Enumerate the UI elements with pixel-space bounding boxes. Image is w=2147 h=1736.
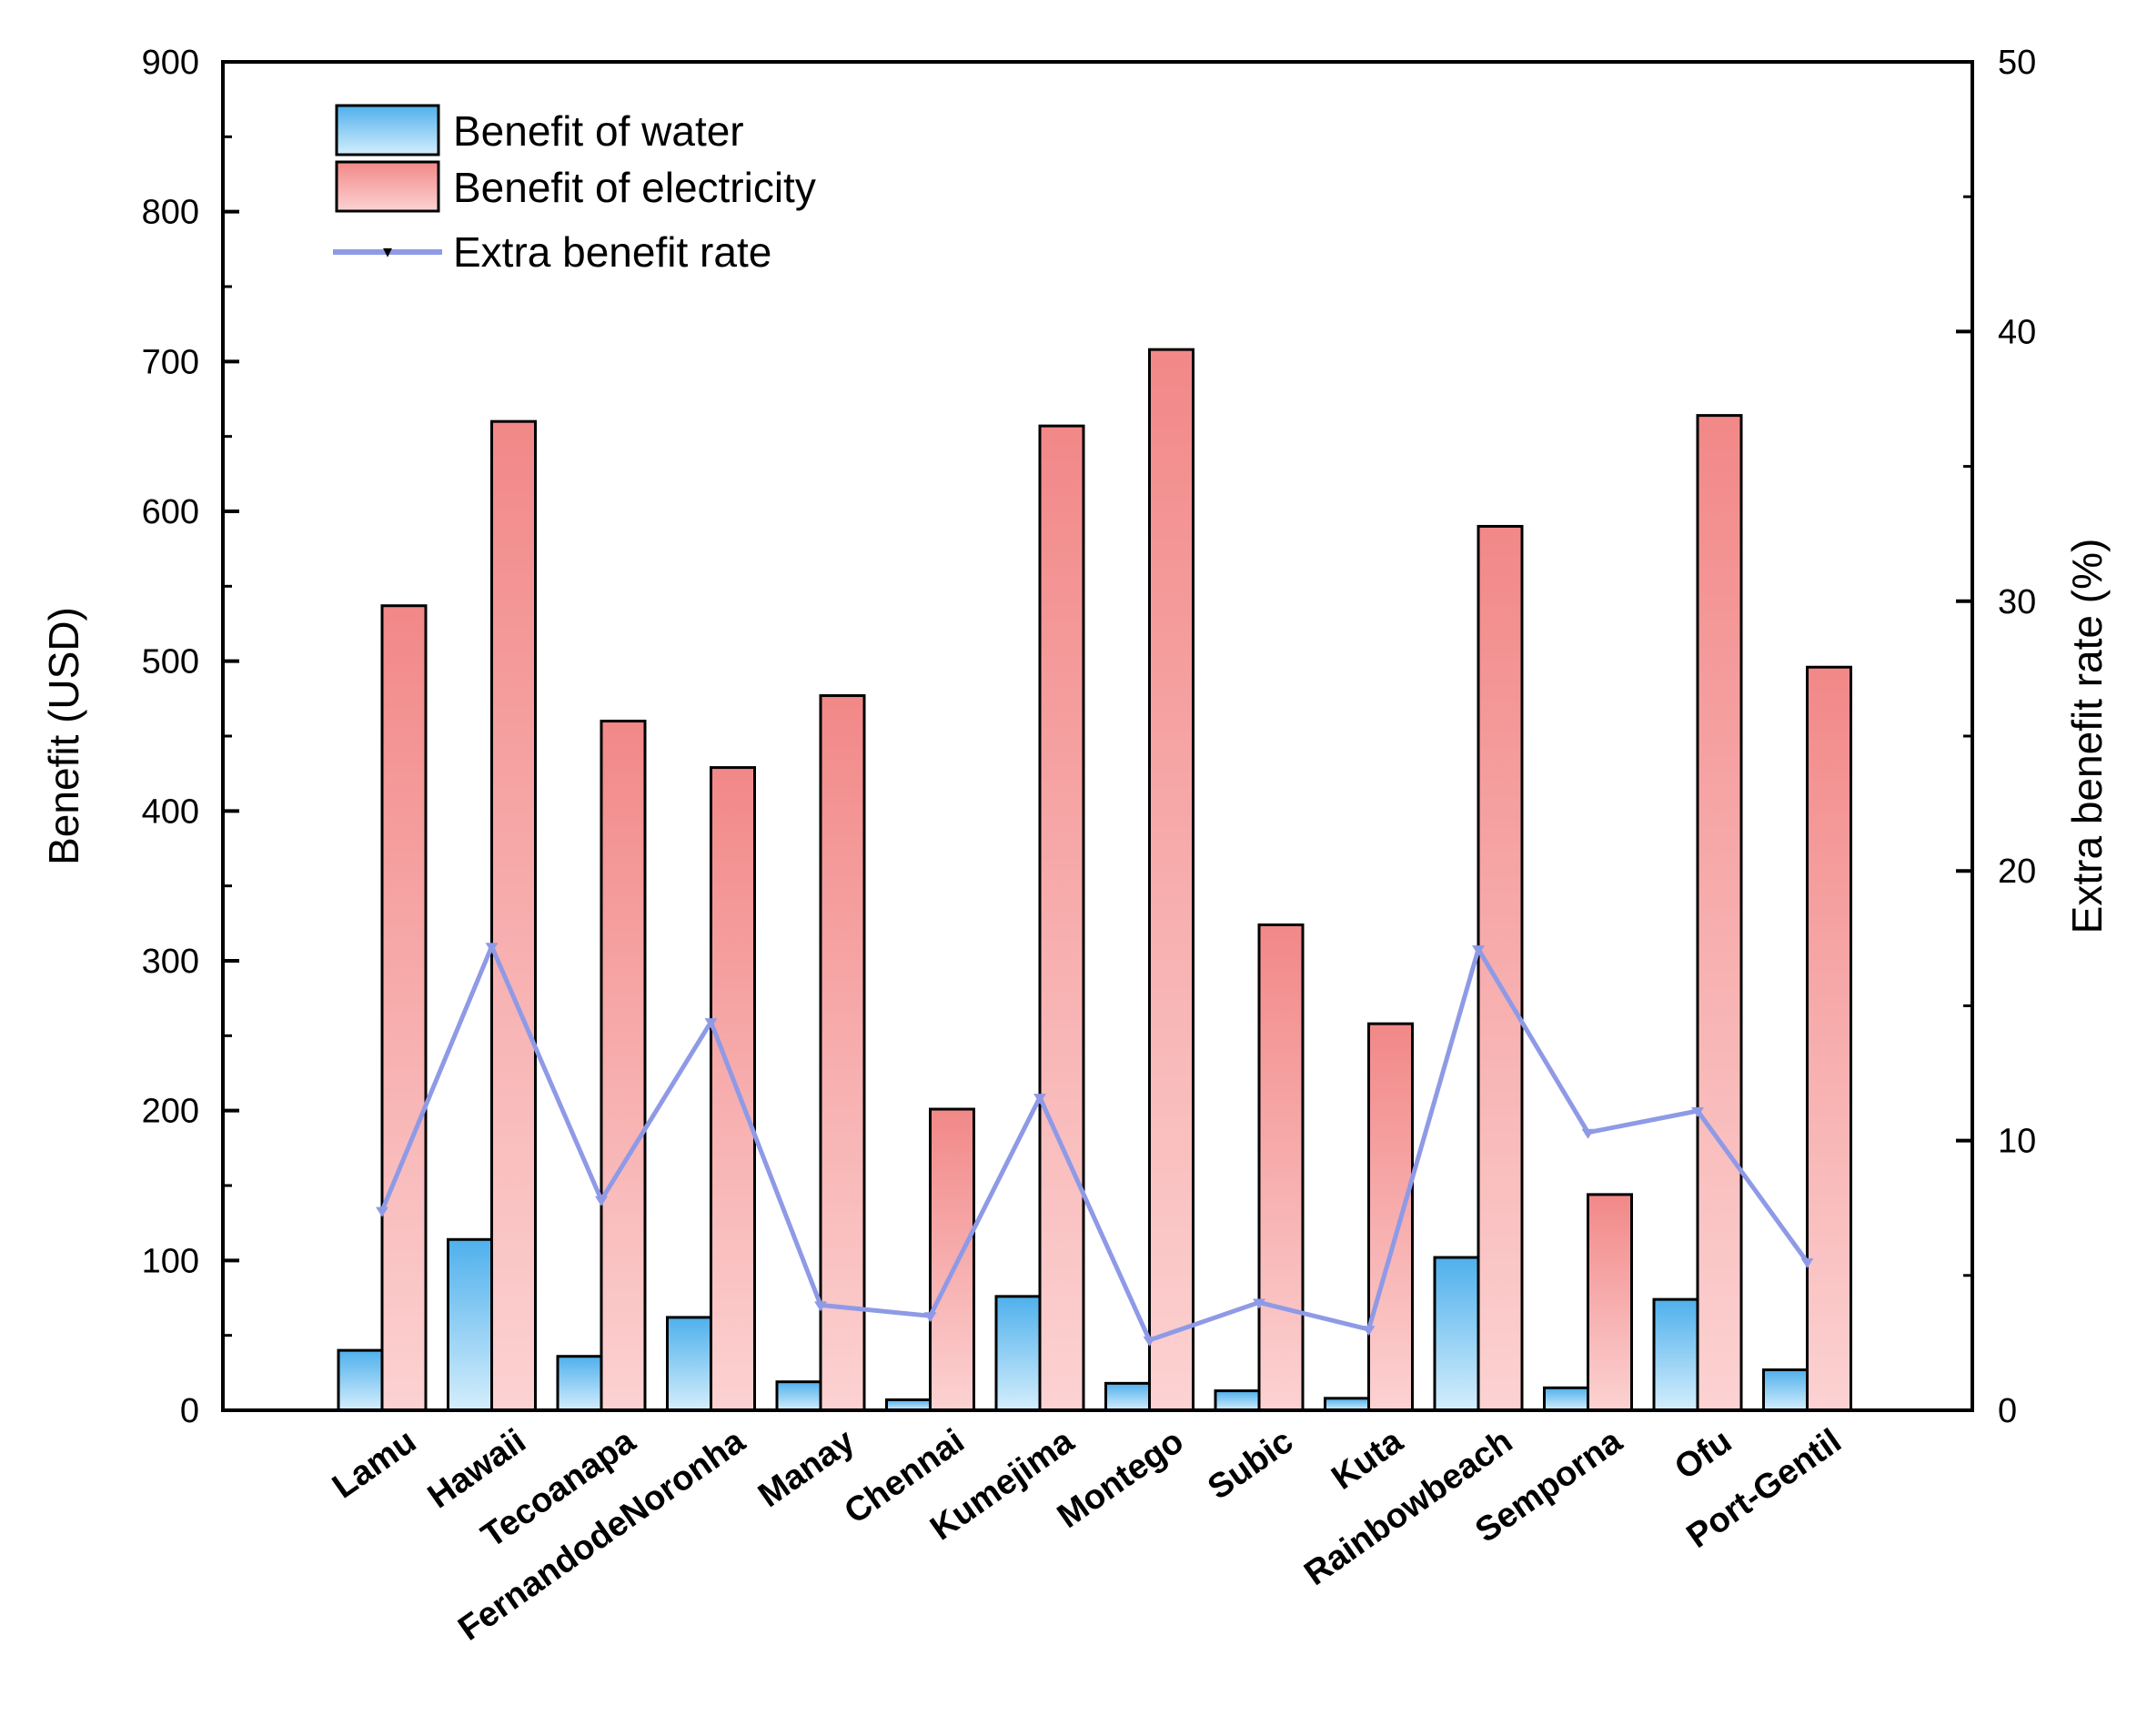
x-tick-label: Montego (1051, 1422, 1191, 1536)
rate-point-Lamu (376, 1206, 388, 1217)
right-axis: 0 10 20 30 40 50 (1956, 44, 2036, 1430)
bar-electricity-Montego (1148, 348, 1194, 1412)
rate-line (379, 944, 1809, 1343)
bar-electricity-Hawaii (490, 419, 537, 1412)
y-tick-label: 700 (142, 343, 199, 381)
rate-point-Port-Gentil (1800, 1257, 1814, 1268)
bar-water-Semporna (1543, 1386, 1589, 1412)
bar-electricity-Port-Gentil (1806, 665, 1852, 1412)
bar-water-Hawaii (447, 1237, 493, 1412)
bar-electricity-Chennai (929, 1107, 975, 1412)
legend-marker-rate: ▾ (383, 242, 392, 262)
bar-water-Manay (775, 1380, 822, 1412)
bar-water-Lamu (337, 1348, 384, 1412)
bar-electricity-Rainbowbeach (1477, 524, 1524, 1412)
y-tick-label: 900 (142, 44, 199, 82)
y2-tick-label: 0 (1998, 1392, 2017, 1430)
x-tick-label: Kuta (1325, 1421, 1410, 1497)
left-axis: 0 100 200 300 400 500 600 700 800 900 (142, 44, 239, 1430)
rate-point-Semporna (1581, 1128, 1595, 1139)
y2-tick-label: 50 (1998, 44, 2036, 82)
rate-point-Subic (1253, 1298, 1265, 1309)
bar-electricity-Lamu (380, 604, 428, 1412)
x-tick-label: Subic (1201, 1422, 1300, 1508)
extra-benefit-rate-line-group (376, 943, 1814, 1347)
y-tick-label: 500 (142, 643, 199, 681)
x-tick-label: Lamu (326, 1422, 423, 1507)
rate-point-Hawaii (485, 943, 499, 954)
bar-electricity-Kumejima (1038, 424, 1085, 1412)
legend-label-rate: Extra benefit rate (453, 228, 771, 276)
bar-electricity-Tecoanapa (600, 720, 647, 1412)
y2-tick-label: 20 (1998, 853, 2036, 891)
legend: Benefit of water Benefit of electricity … (333, 104, 816, 276)
y-axis-title: Benefit (USD) (40, 607, 87, 865)
bar-electricity-Semporna (1587, 1193, 1633, 1412)
legend-label-water: Benefit of water (453, 107, 744, 155)
bar-electricity-Manay (819, 694, 866, 1412)
rate-point-Manay (814, 1301, 827, 1312)
x-tick-label: Ofu (1668, 1422, 1739, 1488)
bar-water-Tecoanapa (556, 1355, 603, 1412)
bar-water-Port-Gentil (1762, 1368, 1809, 1412)
rate-point-Chennai (923, 1312, 937, 1323)
y2-tick-label: 10 (1998, 1123, 2036, 1161)
bar-water-Rainbowbeach (1433, 1256, 1480, 1412)
rate-point-FernandodeNoronha (704, 1018, 718, 1029)
legend-swatch-water (335, 104, 440, 156)
bar-water-Kumejima (994, 1295, 1042, 1412)
y2-tick-label: 40 (1998, 313, 2036, 351)
bars-group (337, 348, 1852, 1412)
rate-point-Kumejima (1033, 1094, 1046, 1105)
y-tick-label: 200 (142, 1093, 199, 1131)
y2-axis-title: Extra benefit rate (%) (2063, 539, 2111, 934)
bar-water-FernandodeNoronha (666, 1316, 712, 1412)
bar-electricity-Ofu (1696, 414, 1743, 1412)
bar-electricity-Kuta (1367, 1022, 1414, 1412)
y-tick-label: 400 (142, 792, 199, 831)
rate-point-Tecoanapa (595, 1196, 608, 1206)
rate-point-Ofu (1691, 1106, 1704, 1117)
bar-electricity-Subic (1257, 923, 1305, 1412)
y2-tick-label: 30 (1998, 583, 2036, 621)
rate-point-Rainbowbeach (1472, 945, 1485, 956)
y-tick-label: 0 (180, 1392, 199, 1430)
bar-electricity-FernandodeNoronha (710, 766, 756, 1412)
rate-point-Montego (1143, 1336, 1156, 1347)
bar-water-Ofu (1652, 1297, 1699, 1412)
y-tick-label: 800 (142, 194, 199, 232)
bar-water-Subic (1214, 1389, 1261, 1412)
y-tick-label: 300 (142, 943, 199, 981)
rate-point-Kuta (1362, 1326, 1376, 1337)
legend-label-electricity: Benefit of electricity (453, 164, 816, 211)
y-tick-label: 600 (142, 493, 199, 531)
legend-swatch-electricity (335, 160, 440, 213)
y-tick-label: 100 (142, 1242, 199, 1280)
bar-water-Montego (1104, 1381, 1151, 1412)
